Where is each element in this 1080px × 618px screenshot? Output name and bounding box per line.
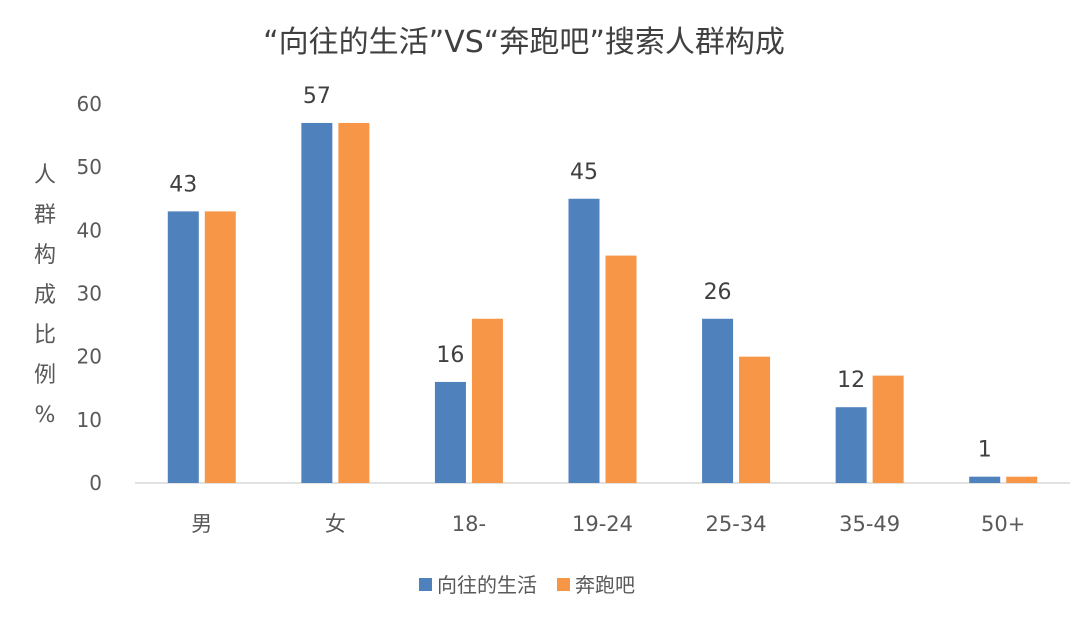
legend-label: 向往的生活 (437, 573, 537, 597)
y-tick-label: 0 (89, 471, 102, 495)
bars (167, 122, 1038, 483)
chart-title: “向往的生活”VS“奔跑吧”搜索人群构成 (263, 25, 785, 60)
y-tick-label: 60 (77, 92, 102, 116)
x-category-label: 女 (325, 512, 346, 536)
data-label: 1 (978, 438, 992, 463)
y-axis-label-char: 群 (34, 203, 56, 228)
x-category-label: 男 (191, 512, 212, 536)
data-label: 26 (704, 280, 732, 305)
legend-swatch (419, 578, 432, 591)
bar-series1-5 (835, 407, 867, 483)
bar-series1-2 (434, 381, 466, 483)
x-category-label: 18- (452, 512, 486, 536)
bar-series2-6 (1006, 476, 1038, 483)
bar-series1-3 (568, 198, 600, 483)
y-tick-label: 40 (77, 218, 102, 242)
y-tick-label: 30 (77, 282, 102, 306)
bar-series1-0 (167, 211, 199, 483)
y-axis-label-char: % (35, 403, 56, 428)
y-axis-label-char: 构 (34, 243, 56, 268)
data-label: 12 (837, 368, 865, 393)
x-category-label: 35-49 (839, 512, 900, 536)
x-category-label: 25-34 (706, 512, 767, 536)
data-label: 45 (570, 160, 598, 185)
x-category-label: 19-24 (572, 512, 633, 536)
bar-series2-5 (872, 375, 904, 483)
data-label: 16 (436, 343, 464, 368)
data-label: 43 (169, 172, 197, 197)
y-axis-label-char: 成 (34, 283, 56, 308)
category-labels: 男 女 18- 19-24 25-34 35-49 50+ (191, 512, 1025, 536)
bar-series2-0 (204, 211, 236, 483)
bar-series1-4 (702, 318, 734, 483)
bar-series1-6 (969, 476, 1001, 483)
bar-series2-2 (471, 318, 503, 483)
y-axis-ticks: 0 10 20 30 40 50 60 (77, 92, 102, 495)
data-labels: 43 57 16 45 26 12 1 (169, 84, 991, 463)
legend-swatch (557, 578, 570, 591)
bar-series2-4 (739, 356, 771, 483)
legend: 向往的生活 奔跑吧 (419, 573, 635, 597)
bar-series1-1 (301, 122, 333, 483)
y-axis-label-char: 例 (34, 363, 56, 388)
y-tick-label: 20 (77, 345, 102, 369)
bar-series2-1 (338, 122, 370, 483)
y-tick-label: 50 (77, 155, 102, 179)
y-tick-label: 10 (77, 408, 102, 432)
x-category-label: 50+ (981, 512, 1025, 536)
y-axis-label-char: 比 (34, 323, 56, 348)
y-axis-label-char: 人 (34, 163, 56, 188)
legend-label: 奔跑吧 (575, 573, 635, 597)
bar-series2-3 (605, 255, 637, 483)
data-label: 57 (303, 84, 331, 109)
